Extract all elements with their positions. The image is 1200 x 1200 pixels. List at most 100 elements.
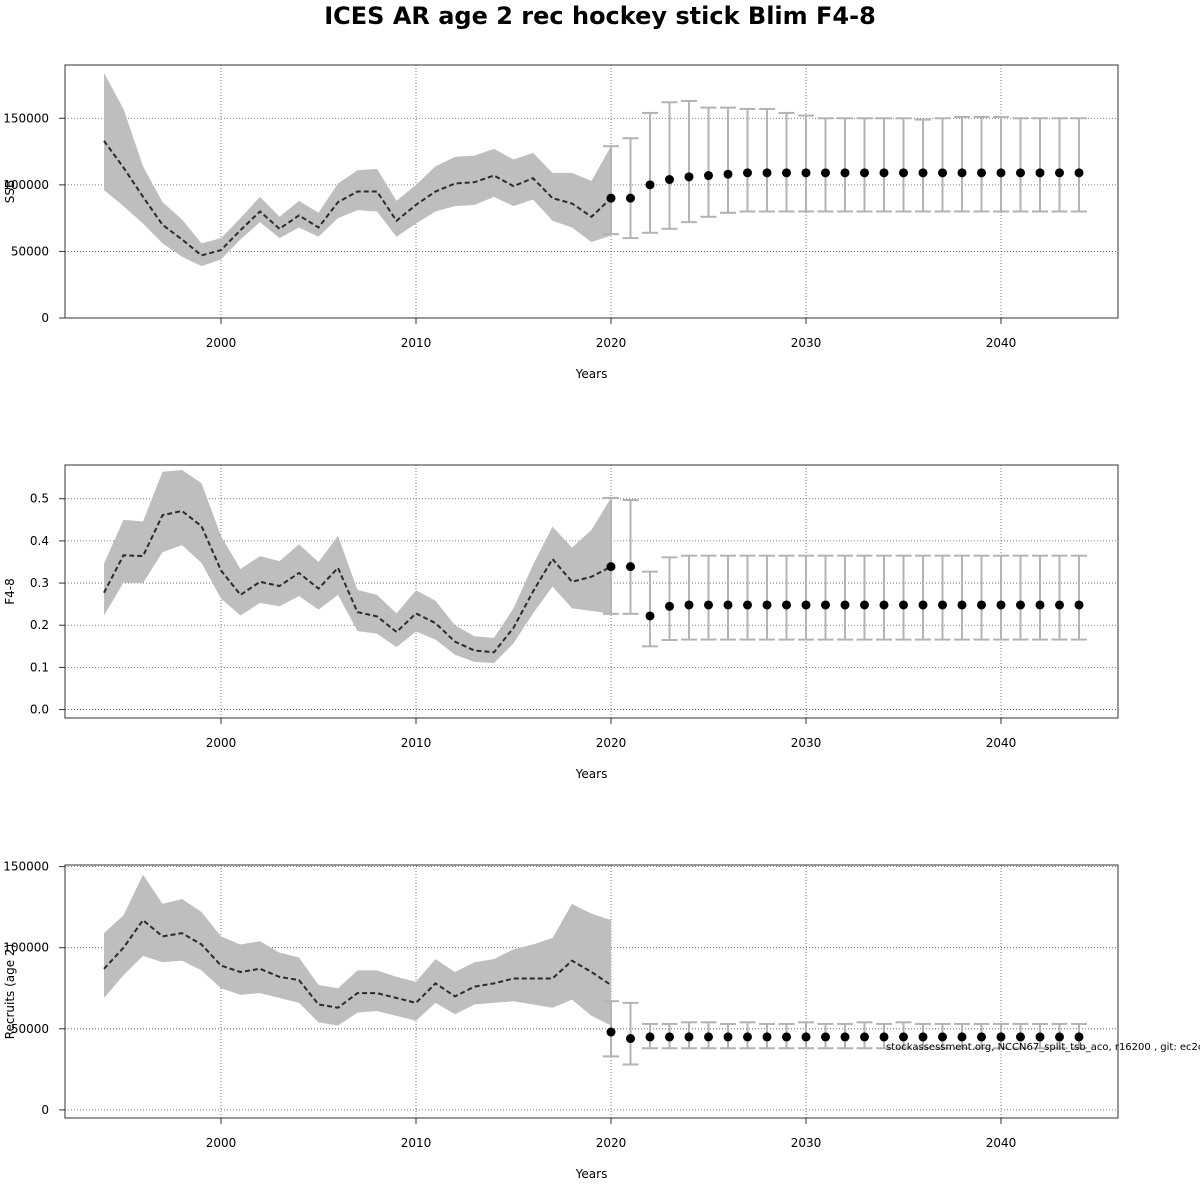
- x-tick-label: 2010: [401, 1136, 432, 1150]
- x-axis-label: Years: [575, 1167, 608, 1181]
- x-axis-label: Years: [575, 767, 608, 781]
- forecast-point: [860, 1032, 869, 1042]
- forecast-point: [996, 600, 1006, 610]
- x-tick-label: 2000: [206, 1136, 237, 1150]
- forecast-point: [918, 600, 928, 610]
- forecast-point: [626, 193, 635, 203]
- forecast-point: [1055, 168, 1064, 178]
- forecast-point: [801, 600, 811, 610]
- plot-frame: [64, 464, 1119, 719]
- forecast-point: [645, 180, 655, 190]
- plot-frame: [64, 64, 1119, 319]
- x-tick-label: 2030: [791, 336, 822, 350]
- forecast-point: [899, 168, 908, 178]
- estimate-line: [103, 918, 612, 1009]
- y-tick-label: 150000: [3, 111, 49, 125]
- forecast-point: [918, 1032, 928, 1042]
- forecast-point: [957, 1032, 967, 1042]
- forecast-point: [977, 1032, 986, 1042]
- forecast-point: [645, 1032, 655, 1042]
- x-tick-label: 2040: [986, 736, 1017, 750]
- y-axis-label: SSB: [3, 180, 17, 203]
- x-tick-label: 2030: [791, 1136, 822, 1150]
- y-axis-label: Recruits (age 2): [3, 944, 17, 1040]
- forecast-point: [938, 600, 947, 610]
- forecast-point: [996, 168, 1006, 178]
- forecast-point: [704, 600, 713, 610]
- forecast-point: [782, 600, 791, 610]
- x-tick-label: 2000: [206, 736, 237, 750]
- forecast-point: [879, 600, 889, 610]
- forecast-point: [1074, 600, 1084, 610]
- forecast-point: [1074, 168, 1084, 178]
- forecast-point: [762, 600, 772, 610]
- forecast-point: [938, 1032, 947, 1042]
- x-tick-label: 2020: [596, 336, 627, 350]
- forecast-point: [957, 168, 967, 178]
- forecast-point: [606, 193, 616, 203]
- forecast-point: [1016, 168, 1025, 178]
- y-axis-label: F4-8: [3, 578, 17, 605]
- forecast-point: [1016, 600, 1025, 610]
- y-tick-label: 50000: [11, 244, 49, 258]
- forecast-point: [1016, 1032, 1025, 1042]
- forecast-point: [782, 1032, 791, 1042]
- forecast-point: [762, 1032, 772, 1042]
- footnote: stockassessment.org, NCCN67_split_tsb_ac…: [886, 1042, 1200, 1053]
- chart-title: ICES AR age 2 rec hockey stick Blim F4-8: [324, 2, 876, 30]
- forecast-point: [684, 172, 694, 182]
- y-tick-label: 100000: [3, 941, 49, 955]
- y-tick-label: 0.1: [30, 660, 49, 674]
- panels: 2000 2010 2020 2030 2040 0 50000 100000 150000 Ye…: [3, 64, 1119, 1181]
- forecast-point: [840, 1032, 850, 1042]
- forecast-point: [723, 1032, 733, 1042]
- forecast-point: [899, 1032, 908, 1042]
- forecast-point: [743, 168, 752, 178]
- forecast-point: [606, 1027, 616, 1037]
- forecast-point: [860, 600, 869, 610]
- forecast-point: [821, 1032, 830, 1042]
- forecast-point: [723, 600, 733, 610]
- forecast-point: [840, 600, 850, 610]
- x-tick-label: 2020: [596, 1136, 627, 1150]
- x-tick-label: 2000: [206, 336, 237, 350]
- panel-3: 2000 2010 2020 2030 2040 0 50000 100000 150000 Ye…: [3, 860, 1119, 1181]
- forecast-point: [626, 562, 635, 572]
- x-tick-label: 2030: [791, 736, 822, 750]
- forecast-point: [684, 1032, 694, 1042]
- forecast-point: [1035, 168, 1045, 178]
- forecast-point: [606, 562, 616, 572]
- forecast-point: [1035, 1032, 1045, 1042]
- y-tick-label: 0: [41, 1103, 49, 1117]
- forecast-point: [957, 600, 967, 610]
- estimate-line: [103, 140, 612, 257]
- forecast-point: [645, 611, 655, 621]
- y-tick-label: 0: [41, 311, 49, 325]
- forecast-point: [977, 168, 986, 178]
- forecast-point: [665, 601, 674, 611]
- forecast-point: [938, 168, 947, 178]
- forecast-point: [1074, 1032, 1084, 1042]
- forecast-point: [704, 1032, 713, 1042]
- forecast-point: [743, 1032, 752, 1042]
- x-tick-label: 2010: [401, 336, 432, 350]
- confidence-band: [104, 470, 611, 664]
- y-tick-label: 0.3: [30, 576, 49, 590]
- y-tick-label: 0.2: [30, 618, 49, 632]
- estimate-line: [103, 509, 612, 654]
- forecast-point: [840, 168, 850, 178]
- x-tick-label: 2040: [986, 336, 1017, 350]
- forecast-point: [1055, 1032, 1064, 1042]
- x-axis-label: Years: [575, 367, 608, 381]
- forecast-point: [704, 171, 713, 181]
- y-tick-label: 150000: [3, 860, 49, 874]
- forecast-point: [977, 600, 986, 610]
- forecast-point: [762, 168, 772, 178]
- forecast-point: [665, 175, 674, 185]
- y-tick-label: 0.0: [30, 703, 49, 717]
- panel-1: 2000 2010 2020 2030 2040 0 50000 100000 150000 Ye…: [3, 64, 1119, 381]
- forecast-point: [626, 1034, 635, 1044]
- x-tick-label: 2040: [986, 1136, 1017, 1150]
- forecast-point: [860, 168, 869, 178]
